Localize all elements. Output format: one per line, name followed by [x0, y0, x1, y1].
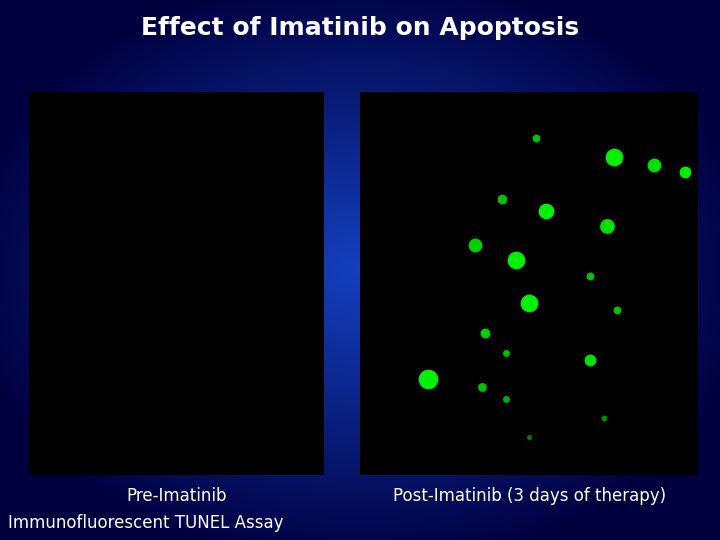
Point [476, 383, 487, 391]
Point [530, 133, 541, 142]
Point [585, 356, 596, 364]
Text: Post-Imatinib (3 days of therapy): Post-Imatinib (3 days of therapy) [392, 487, 666, 505]
Point [469, 241, 481, 249]
Text: Pre-Imatinib: Pre-Imatinib [126, 487, 227, 505]
Point [649, 160, 660, 169]
Point [608, 153, 619, 161]
Point [500, 348, 511, 357]
Point [540, 206, 552, 215]
Point [601, 221, 613, 230]
Point [422, 375, 433, 383]
Point [496, 195, 508, 204]
Point [598, 414, 609, 422]
Point [500, 394, 511, 403]
Text: Immunofluorescent TUNEL Assay: Immunofluorescent TUNEL Assay [8, 514, 284, 532]
Point [585, 272, 596, 280]
Point [679, 168, 690, 177]
Point [510, 256, 521, 265]
Bar [360, 92, 698, 475]
Point [523, 298, 535, 307]
Point [523, 433, 535, 441]
Point [611, 306, 623, 315]
Bar [29, 92, 324, 475]
Point [480, 329, 491, 338]
Text: Effect of Imatinib on Apoptosis: Effect of Imatinib on Apoptosis [141, 16, 579, 40]
